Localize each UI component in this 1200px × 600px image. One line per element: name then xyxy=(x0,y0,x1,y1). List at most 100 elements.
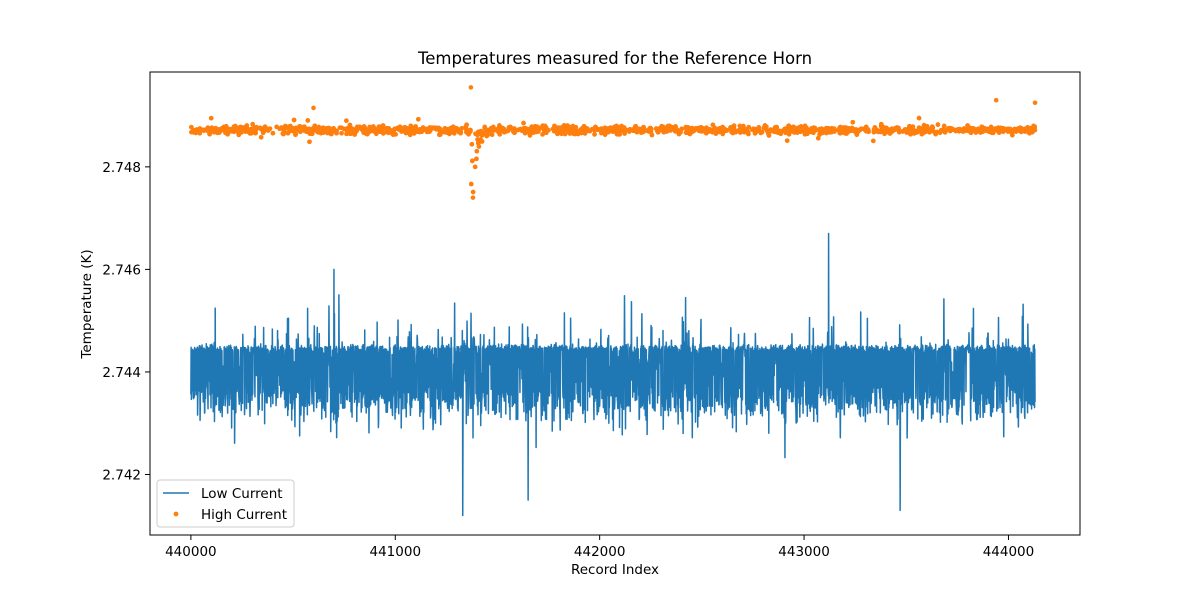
data-point xyxy=(647,126,652,131)
data-point xyxy=(567,131,573,136)
data-point xyxy=(850,119,856,125)
data-point xyxy=(624,127,629,133)
data-point xyxy=(902,128,908,134)
x-axis: 440000 441000 442000 443000 444000 xyxy=(165,535,1034,560)
data-point xyxy=(359,126,364,132)
data-point xyxy=(515,127,521,133)
data-point xyxy=(380,123,386,128)
data-point xyxy=(912,129,918,135)
data-point xyxy=(921,128,927,134)
data-point xyxy=(878,121,884,127)
data-point xyxy=(355,124,360,130)
legend-label-low-current: Low Current xyxy=(201,486,283,502)
data-point xyxy=(1032,100,1038,106)
data-point xyxy=(1025,126,1031,131)
data-point xyxy=(858,126,864,132)
data-point xyxy=(463,126,469,131)
data-point xyxy=(737,123,743,129)
data-point xyxy=(372,126,377,131)
data-point xyxy=(634,127,639,133)
data-point xyxy=(683,130,689,135)
data-point xyxy=(524,129,529,135)
x-axis-label: Record Index xyxy=(571,562,659,578)
data-point xyxy=(261,125,267,131)
data-point xyxy=(664,125,670,131)
data-point xyxy=(468,85,474,90)
data-point xyxy=(208,115,214,121)
data-point xyxy=(683,124,689,130)
data-point xyxy=(377,129,383,135)
data-point xyxy=(274,124,279,130)
legend-swatch-high-current xyxy=(173,511,179,517)
data-point xyxy=(817,126,822,132)
data-point xyxy=(540,132,545,137)
data-point xyxy=(300,127,306,132)
data-point xyxy=(475,140,481,146)
data-point xyxy=(474,148,480,154)
data-point xyxy=(270,130,276,136)
data-point xyxy=(417,129,422,135)
data-point xyxy=(214,128,220,133)
data-point xyxy=(871,138,876,144)
data-point xyxy=(1005,129,1011,134)
data-point xyxy=(497,123,502,128)
data-point xyxy=(764,124,769,130)
data-point xyxy=(841,130,847,136)
data-point xyxy=(394,126,399,131)
data-point xyxy=(250,121,255,127)
data-point xyxy=(853,127,859,132)
x-tick-label: 441000 xyxy=(370,544,422,560)
data-point xyxy=(326,125,332,131)
data-point xyxy=(476,129,481,135)
data-point xyxy=(865,128,870,133)
data-point xyxy=(478,137,483,142)
y-tick-label: 2.742 xyxy=(102,467,141,483)
series-points-high-current xyxy=(189,85,1038,200)
data-point xyxy=(291,117,297,123)
data-point xyxy=(784,138,790,143)
data-point xyxy=(572,129,578,134)
data-point xyxy=(225,131,230,137)
data-point xyxy=(871,127,877,133)
data-point xyxy=(424,128,429,133)
data-point xyxy=(993,97,999,103)
data-point xyxy=(223,126,229,132)
data-point xyxy=(619,123,624,129)
data-point xyxy=(698,125,704,130)
data-point xyxy=(882,127,888,132)
data-point xyxy=(993,126,999,131)
data-point xyxy=(458,127,463,132)
data-point xyxy=(352,132,357,137)
data-point xyxy=(406,126,411,132)
plot-frame xyxy=(149,71,1081,536)
data-point xyxy=(891,127,897,132)
data-point xyxy=(815,135,821,141)
data-point xyxy=(410,125,416,130)
data-point xyxy=(376,124,382,129)
data-point xyxy=(633,123,638,129)
y-axis-label: Temperature (K) xyxy=(79,249,95,359)
data-point xyxy=(707,127,713,132)
data-point xyxy=(690,125,695,131)
data-point xyxy=(793,125,798,131)
data-point xyxy=(470,195,476,200)
data-point xyxy=(640,129,646,135)
data-point xyxy=(527,126,533,132)
data-point xyxy=(347,131,353,136)
data-point xyxy=(399,127,405,133)
data-point xyxy=(941,123,947,129)
data-point xyxy=(933,129,939,135)
data-point xyxy=(781,128,787,133)
data-point xyxy=(757,129,763,134)
data-point xyxy=(804,126,810,132)
data-point xyxy=(311,105,316,111)
data-point xyxy=(694,126,699,132)
data-point xyxy=(281,127,286,133)
data-point xyxy=(293,131,299,136)
data-point xyxy=(975,126,981,132)
data-point xyxy=(716,126,721,132)
data-point xyxy=(798,129,803,135)
legend-label-high-current: High Current xyxy=(201,507,287,523)
data-point xyxy=(618,127,624,132)
data-point xyxy=(386,128,392,133)
